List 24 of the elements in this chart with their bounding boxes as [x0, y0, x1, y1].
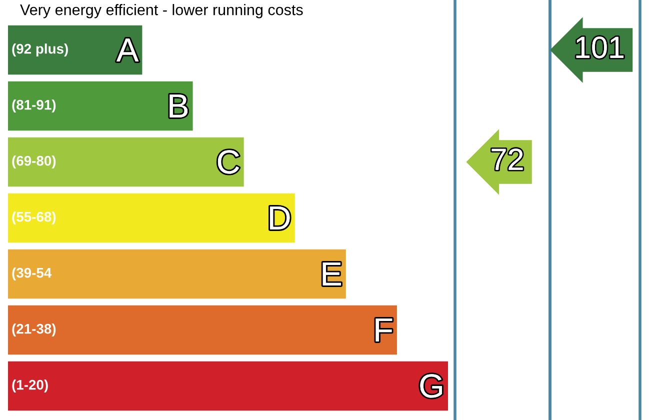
y-tick-label: D — [270, 206, 290, 230]
annotation: (92 plus) — [12, 44, 68, 56]
y-tick-label: A — [116, 38, 139, 62]
annotation: (1-20) — [12, 380, 48, 392]
chart-title: Very energy efficient - lower running costs — [20, 4, 303, 18]
y-tick-label: B — [170, 94, 188, 118]
bar — [8, 249, 346, 299]
annotation: (55-68) — [12, 212, 56, 224]
y-tick-label: C — [218, 150, 240, 174]
text: 72 — [492, 148, 523, 170]
y-tick-label: E — [322, 262, 341, 286]
y-tick-label: F — [376, 318, 392, 342]
bar — [8, 305, 397, 355]
annotation: (21-38) — [12, 324, 56, 336]
bar — [8, 193, 295, 243]
bar — [8, 137, 244, 187]
bar — [8, 81, 193, 131]
annotation: (69-80) — [12, 156, 56, 168]
y-tick-label: G — [420, 374, 442, 398]
annotation: (81-91) — [12, 100, 56, 112]
text: 101 — [576, 36, 624, 58]
bar — [8, 25, 142, 75]
bar — [8, 361, 448, 411]
annotation: (39-54 — [12, 268, 52, 280]
